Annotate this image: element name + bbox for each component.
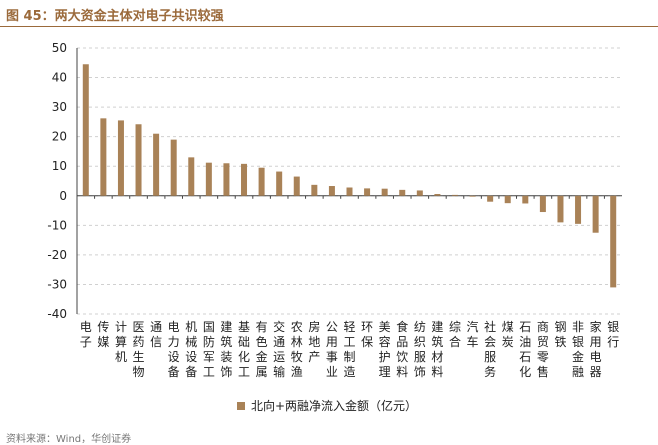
x-tick-label: 建筑装饰 <box>220 320 232 379</box>
bar <box>592 195 599 233</box>
bar <box>451 194 458 196</box>
bar <box>328 186 335 196</box>
x-tick-label: 商贸零售 <box>537 319 549 379</box>
y-tick-label: 0 <box>59 189 67 203</box>
bar <box>557 195 564 223</box>
x-tick-label: 公用事业 <box>326 320 338 379</box>
x-tick-label: 钢铁 <box>554 320 566 349</box>
bar <box>522 195 529 204</box>
x-tick-label: 纺织服饰 <box>414 320 426 379</box>
x-tick-label: 有色金属 <box>256 320 268 379</box>
x-tick-label: 煤炭 <box>502 320 514 349</box>
x-tick-label: 食品饮料 <box>396 319 408 379</box>
bar <box>364 188 371 196</box>
x-tick-label: 基础化工 <box>238 320 250 379</box>
x-tick-label: 非银金融 <box>572 320 584 379</box>
bar <box>188 157 195 196</box>
x-tick-label: 轻工制造 <box>343 320 355 379</box>
bar <box>434 194 441 196</box>
y-tick-label: 40 <box>52 71 67 85</box>
bar <box>223 163 230 196</box>
x-tick-label: 通信 <box>150 320 162 349</box>
bar <box>241 163 248 196</box>
x-tick-label: 家用电器 <box>590 319 602 379</box>
x-tick-label: 农林牧渔 <box>291 320 303 379</box>
bar <box>399 189 406 196</box>
bar <box>610 195 617 288</box>
x-tick-label: 交通运输 <box>273 319 285 379</box>
y-tick-label: -40 <box>47 307 67 321</box>
bar <box>82 64 89 196</box>
x-tick-label: 社会服务 <box>484 319 496 379</box>
bar <box>153 133 160 196</box>
legend-label: 北向+两融净流入金额（亿元） <box>251 399 418 413</box>
y-tick-label: 30 <box>52 100 67 114</box>
bar <box>311 184 318 196</box>
x-tick-label: 国防军工 <box>203 320 215 379</box>
x-tick-label: 环保 <box>361 320 373 349</box>
x-tick-label: 电力设备 <box>168 320 180 379</box>
bar <box>504 195 511 204</box>
figure-title: 图 45：两大资金主体对电子共识较强 <box>6 9 224 24</box>
x-tick-label: 石油石化 <box>519 320 531 379</box>
legend-swatch <box>237 401 245 410</box>
x-tick-label: 银行 <box>607 320 619 349</box>
bar <box>575 195 582 224</box>
title-divider <box>0 26 658 27</box>
x-tick-label: 综合 <box>449 320 461 349</box>
bar <box>381 188 388 196</box>
bar <box>416 190 423 196</box>
y-tick-label: -30 <box>47 277 67 291</box>
bar <box>117 120 124 196</box>
x-tick-label: 电子 <box>80 320 92 349</box>
x-tick-label: 计算机 <box>115 320 127 364</box>
x-tick-label: 美容护理 <box>379 320 391 379</box>
y-tick-label: 10 <box>52 159 67 173</box>
y-tick-label: 50 <box>52 41 67 55</box>
x-tick-label: 汽车 <box>467 319 479 349</box>
x-tick-label: 建筑材料 <box>431 320 443 379</box>
bar <box>135 124 142 196</box>
x-tick-label: 医药生物 <box>133 320 145 379</box>
legend: 北向+两融净流入金额（亿元） <box>237 397 417 414</box>
source-note: 资料来源：Wind，华创证券 <box>6 434 132 445</box>
bar <box>276 171 283 196</box>
bar <box>469 195 476 197</box>
bar <box>487 195 494 202</box>
bar <box>346 187 353 196</box>
x-tick-label: 传媒 <box>97 319 109 349</box>
bar <box>293 176 300 196</box>
bar <box>539 195 546 213</box>
y-tick-label: -20 <box>47 248 67 262</box>
x-tick-label: 房地产 <box>308 319 320 364</box>
x-tick-label: 机械设备 <box>185 320 197 379</box>
y-tick-label: -10 <box>47 218 67 232</box>
bar <box>205 162 212 196</box>
y-tick-label: 20 <box>52 130 67 144</box>
bar <box>258 167 265 196</box>
bar <box>170 139 177 196</box>
bar <box>100 118 107 196</box>
